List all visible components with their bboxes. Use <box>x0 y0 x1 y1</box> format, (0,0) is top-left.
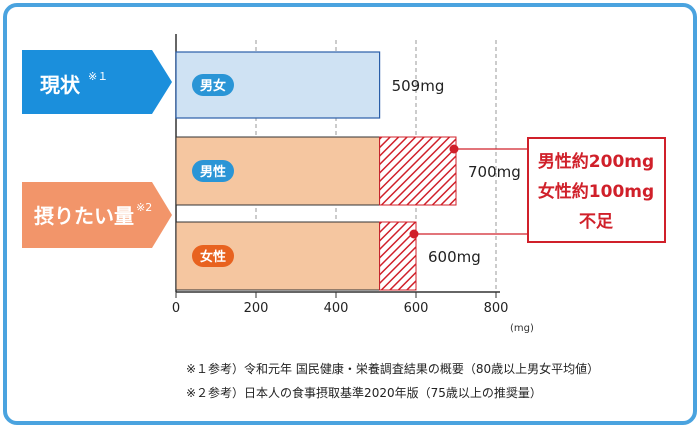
group-tag-current: 現状 ※１ <box>22 50 172 114</box>
bar-pill <box>192 160 234 182</box>
connector-dot <box>409 229 419 239</box>
connector-dot <box>449 144 459 154</box>
bar-pill <box>192 245 234 267</box>
bar-value-label: 700mg <box>468 163 521 181</box>
x-tick-label: 200 <box>244 301 269 316</box>
x-tick-label: 0 <box>172 301 180 316</box>
bar-label: 男女 <box>200 78 226 94</box>
x-tick-label: 600 <box>404 301 429 316</box>
group-tag-target: 摂りたい量 ※2 <box>22 182 172 248</box>
axis-unit: (mg) <box>510 323 534 334</box>
bar-label: 女性 <box>200 249 226 265</box>
x-tick-label: 800 <box>484 301 509 316</box>
group-label-current: 現状 <box>40 73 81 97</box>
shortage-line-3: 不足 <box>579 212 613 232</box>
bars-layer: 男女 509mg 男性 700mg 女性 600mg <box>175 51 528 291</box>
group-note-current: ※１ <box>88 70 108 83</box>
bar-pill <box>192 74 234 96</box>
bar-label: 男性 <box>200 164 226 180</box>
shortage-callout: 男性約200mg 女性約100mg 不足 <box>527 137 666 243</box>
group-note-target: ※2 <box>136 201 152 214</box>
footnote-1: ※１参考）令和元年 国民健康・栄養調査結果の概要（80歳以上男女平均値） <box>186 361 599 376</box>
bar-value-label: 509mg <box>392 77 445 95</box>
group-label-target: 摂りたい量 <box>34 204 134 228</box>
bar-shortage <box>379 136 457 206</box>
bar-value-label: 600mg <box>428 248 481 266</box>
x-tick-label: 400 <box>324 301 349 316</box>
shortage-line-1: 男性約200mg <box>538 151 654 172</box>
footnote-2: ※２参考）日本人の食事摂取基準2020年版（75歳以上の推奨量） <box>186 385 542 400</box>
shortage-box <box>527 137 666 243</box>
shortage-line-2: 女性約100mg <box>538 181 654 202</box>
